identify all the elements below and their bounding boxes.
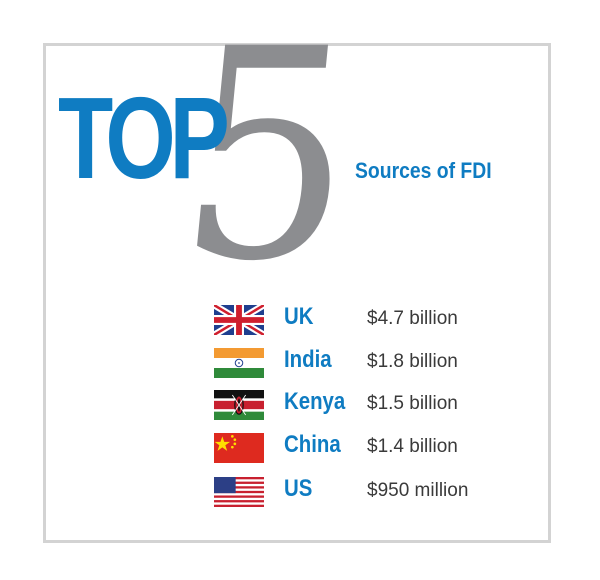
subtitle: Sources of FDI: [355, 158, 492, 183]
list-item: US $950 million: [214, 475, 514, 513]
infographic-frame: [43, 43, 551, 543]
country-name: US: [284, 475, 313, 502]
fdi-amount: $4.7 billion: [367, 308, 458, 329]
us-flag-icon: [214, 477, 264, 507]
country-name: China: [284, 431, 341, 458]
country-name: Kenya: [284, 388, 346, 415]
china-flag-icon: [214, 433, 264, 463]
india-flag-icon: [214, 348, 264, 378]
fdi-amount: $1.5 billion: [367, 393, 458, 414]
country-name: UK: [284, 303, 314, 330]
uk-flag-icon: [214, 305, 264, 335]
list-item: China $1.4 billion: [214, 431, 514, 469]
country-name: India: [284, 346, 332, 373]
kenya-flag-icon: [214, 390, 264, 420]
list-item: UK $4.7 billion: [214, 303, 514, 341]
fdi-amount: $950 million: [367, 480, 469, 501]
list-item: India $1.8 billion: [214, 346, 514, 384]
list-item: Kenya $1.5 billion: [214, 388, 514, 426]
top-word: TOP: [58, 73, 230, 203]
fdi-amount: $1.4 billion: [367, 436, 458, 457]
fdi-amount: $1.8 billion: [367, 351, 458, 372]
